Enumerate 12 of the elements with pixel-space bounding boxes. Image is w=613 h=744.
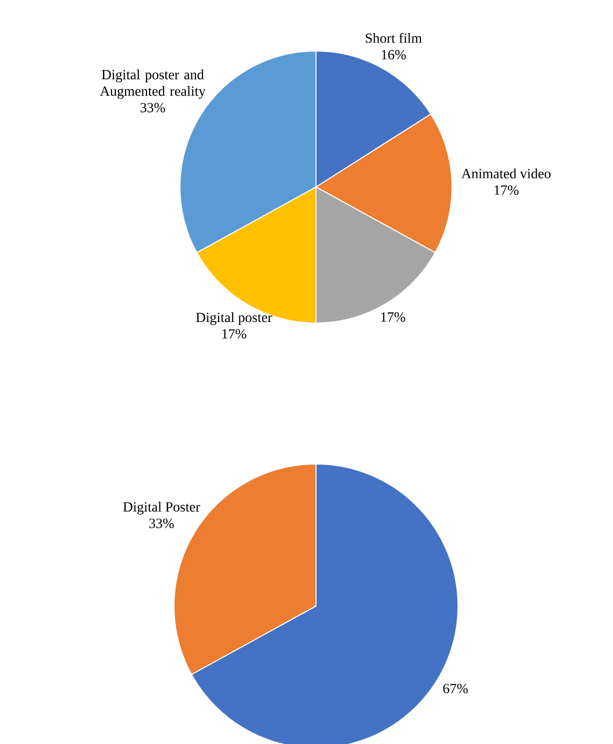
data-label: 16% [382,50,406,60]
data-label: 33% [149,518,174,528]
slice-label: Digital Poster [123,502,200,515]
slice-label: Digital poster [196,312,272,326]
data-label: 17% [381,312,406,322]
data-label: 67% [443,684,468,694]
data-label: 17% [494,185,519,195]
slice-label: Animated video [461,168,551,178]
slice-label: Digital poster and Augmented reality [100,70,206,99]
data-label: 33% [140,102,166,112]
slice-label: Short film [366,32,422,43]
data-label: 17% [222,329,246,339]
